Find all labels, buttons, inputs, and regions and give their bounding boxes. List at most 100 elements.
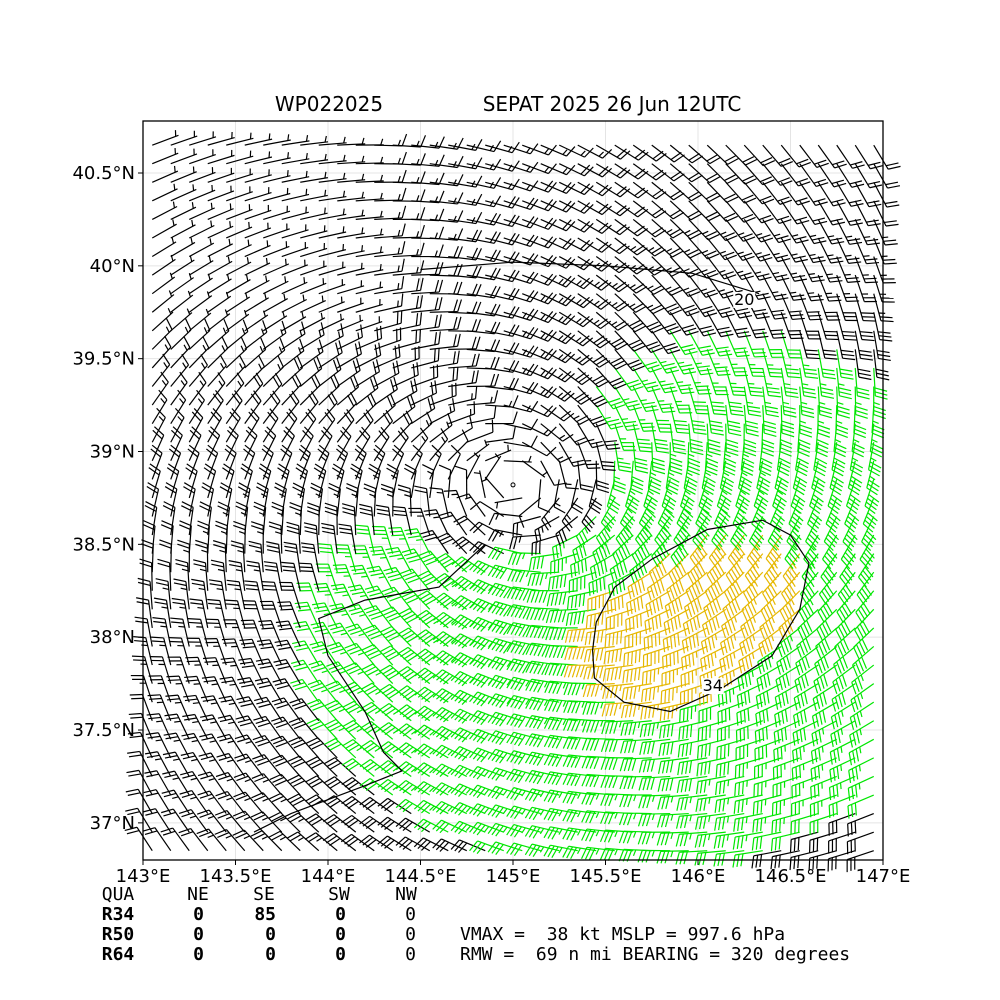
wind-barb	[813, 442, 828, 477]
wind-barb	[784, 534, 801, 569]
wind-barb	[849, 701, 875, 730]
wind-barb	[809, 479, 824, 514]
wind-barb	[466, 405, 497, 425]
wind-barb	[485, 324, 520, 337]
wind-barb	[215, 790, 246, 814]
wind-barb	[322, 814, 357, 833]
wind-barb	[817, 181, 846, 207]
wind-barb	[423, 509, 449, 536]
wind-barb	[834, 627, 856, 659]
wind-barb	[355, 298, 383, 313]
wind-barb	[237, 677, 264, 703]
wind-barb	[698, 701, 726, 724]
wind-barb	[207, 167, 235, 183]
wind-barb	[374, 258, 405, 276]
wind-barb	[842, 516, 858, 551]
wind-barb	[624, 627, 652, 650]
wind-barb	[298, 444, 311, 480]
wind-barb	[129, 693, 153, 721]
wind-barb	[318, 426, 333, 462]
wind-barb	[160, 520, 174, 554]
wind-barb	[263, 561, 283, 591]
wind-barb	[162, 751, 190, 777]
wind-barb	[638, 794, 671, 809]
wind-barb	[619, 794, 652, 808]
wind-barb	[683, 460, 698, 495]
wind-barb	[321, 522, 338, 554]
wind-barb	[170, 237, 196, 258]
wind-barb	[735, 720, 763, 744]
wind-barb	[309, 641, 338, 666]
wind-barb	[214, 828, 246, 852]
wind-barb	[281, 373, 302, 406]
wind-barb	[621, 683, 652, 701]
wind-barb	[355, 210, 384, 221]
wind-barb	[704, 442, 719, 476]
wind-barb	[368, 463, 381, 499]
wind-barb	[374, 241, 406, 258]
wind-barb	[207, 426, 221, 462]
wind-barb	[680, 664, 708, 688]
wind-barb	[663, 608, 690, 636]
wind-barb	[647, 460, 662, 495]
contour-line	[253, 543, 486, 833]
wind-barb	[583, 664, 615, 680]
wind-barb	[268, 521, 283, 554]
x-tick-label: 147°E	[856, 866, 911, 887]
wind-barb	[735, 479, 751, 514]
wind-barb	[359, 834, 394, 852]
wind-barb	[355, 375, 379, 406]
wind-barb	[451, 556, 486, 573]
wind-barb	[261, 444, 274, 480]
wind-barb	[753, 479, 769, 514]
wind-barb	[503, 326, 539, 340]
wind-barb	[341, 503, 357, 536]
wind-barb	[168, 637, 190, 666]
wind-barb	[450, 670, 486, 687]
wind-barb	[823, 516, 840, 551]
x-tick-label: 145.5°E	[570, 866, 642, 887]
wind-barb	[299, 408, 317, 443]
wind-barb	[780, 163, 811, 187]
wind-barb	[487, 656, 523, 672]
wind-barb	[170, 130, 198, 146]
wind-barb	[526, 589, 560, 603]
wind-barb	[825, 497, 841, 533]
wind-barb	[380, 483, 394, 517]
wind-barb	[681, 627, 708, 654]
wind-barb	[287, 774, 320, 796]
wind-barb	[754, 757, 782, 780]
wind-barb	[187, 617, 209, 647]
wind-barb	[525, 733, 560, 748]
y-tick-label: 40°N	[90, 256, 135, 277]
wind-barb	[148, 463, 161, 499]
wind-barb	[377, 816, 412, 833]
wind-barb	[793, 683, 819, 711]
wind-barb	[706, 163, 739, 184]
wind-barb	[743, 144, 776, 167]
wind-barb	[336, 391, 357, 425]
wind-barb	[665, 460, 680, 495]
y-tick-label: 39°N	[90, 442, 135, 463]
wind-barb	[627, 571, 653, 600]
wind-barb	[762, 200, 792, 225]
wind-barb	[220, 657, 246, 684]
wind-barb	[779, 423, 793, 457]
wind-barb	[324, 699, 357, 722]
wind-barb	[410, 427, 429, 462]
wind-barb	[253, 715, 283, 740]
wind-barb	[487, 711, 523, 727]
wind-barb	[325, 680, 357, 703]
wind-barb	[487, 767, 523, 781]
wind-barb	[414, 485, 431, 517]
wind-barb	[794, 664, 819, 693]
wind-barb	[392, 427, 409, 462]
wind-barb	[847, 794, 874, 819]
wind-barb	[217, 733, 246, 759]
wind-barb	[235, 715, 264, 740]
wind-barb	[581, 828, 615, 842]
radii-cell: 0	[405, 924, 416, 945]
wind-barb	[290, 659, 320, 684]
wind-barb	[450, 652, 486, 668]
wind-barb	[199, 733, 227, 759]
